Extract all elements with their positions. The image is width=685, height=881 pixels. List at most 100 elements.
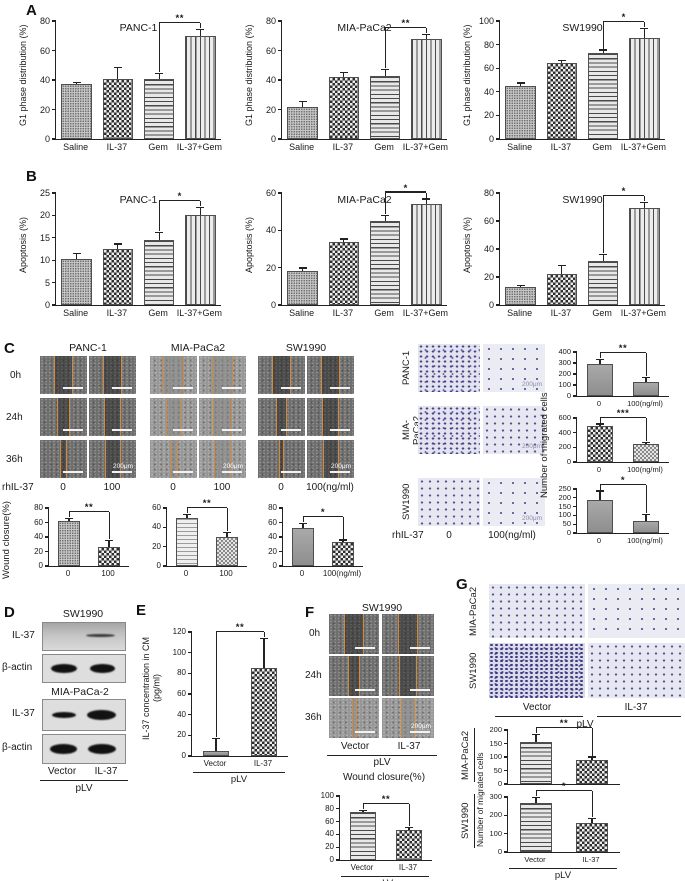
y-tick: [52, 49, 56, 52]
x-category-label: 100: [101, 569, 115, 578]
wound-gap: [344, 614, 364, 654]
g-mig-image-sw-il37: [588, 643, 685, 698]
y-tick-label: 80: [39, 16, 50, 26]
y-tick-label: 200: [558, 492, 571, 502]
x-category-label: 0: [596, 465, 602, 474]
error-bar: [643, 202, 645, 209]
blot-label-actin-sw: β-actin: [2, 662, 33, 673]
x-category-label: IL-37+Gem: [402, 308, 449, 318]
plot-area: **: [504, 718, 620, 785]
blot-band: [85, 634, 116, 637]
x-category-label: Gem: [148, 308, 168, 318]
wound-gap: [351, 698, 357, 738]
significance-label: **: [559, 718, 569, 730]
error-bar-cap: [596, 423, 604, 425]
y-tick: [278, 20, 282, 22]
wound-gap: [321, 398, 340, 436]
mig-image-sw-100: 200μm: [483, 478, 545, 526]
x-category-label: Gem: [592, 308, 612, 318]
error-bar-cap: [640, 201, 649, 203]
wound-gap: [166, 398, 181, 436]
f-wound-0h-vector: [329, 614, 379, 654]
y-tick: [279, 550, 283, 553]
y-tick: [496, 304, 500, 306]
error-bar-cap: [532, 734, 540, 736]
y-tick: [573, 384, 577, 386]
scale-bar: [112, 429, 132, 431]
blot-il37-miapaca2: [42, 699, 126, 731]
error-bar: [561, 61, 563, 64]
chart-g1-miapaca2: G1 phase distribution (%) MIA-PaCa2 ** 0 20 4…: [244, 8, 456, 173]
plot-area: PANC-1 **: [52, 13, 221, 140]
y-tick-label: 40: [325, 829, 334, 839]
bar-100(ng/ml): [633, 444, 659, 462]
sig-bracket: [385, 26, 427, 29]
y-tick-label: 40: [483, 244, 494, 254]
error-bar: [302, 268, 304, 272]
error-bar: [343, 73, 345, 78]
wound-gap: [54, 356, 73, 394]
error-bar: [342, 540, 344, 543]
plot-area: **: [45, 502, 129, 567]
x-category-label: 0: [65, 569, 71, 578]
error-bar-cap: [596, 358, 604, 360]
wound-gap: [214, 440, 231, 478]
y-tick: [573, 497, 577, 499]
panel-d: D SW1990 IL-37 β-actin MIA-PaCa-2 IL-37 …: [0, 602, 133, 881]
plot-area: MIA-PaCa2 **: [278, 18, 447, 140]
error-bar: [645, 378, 647, 382]
blot-label-actin-mia: β-actin: [2, 742, 33, 753]
y-tick-label: 100: [172, 647, 186, 657]
sig-bracket-drop: [385, 192, 387, 215]
significance-label: **: [175, 12, 184, 24]
g-chart-side-miapaca2: MIA-PaCa2: [460, 730, 471, 780]
plot-area: SW1990 *: [496, 12, 665, 140]
error-bar: [76, 254, 78, 259]
error-bar: [645, 515, 647, 521]
wound-image-sw-0h-100: [307, 356, 354, 394]
y-tick: [573, 373, 577, 375]
chart-title: PANC-1: [119, 194, 158, 206]
y-tick: [336, 833, 340, 835]
lane-underline: [495, 716, 583, 718]
y-tick-label: 400: [558, 427, 571, 437]
sig-bracket-drop: [363, 803, 365, 809]
blot-band: [51, 664, 78, 673]
y-tick-label: 40: [483, 86, 494, 97]
sig-bracket-drop: [646, 484, 648, 514]
y-tick-label: 60: [325, 816, 334, 826]
wound-gap: [56, 398, 71, 436]
y-tick: [504, 796, 508, 798]
error-bar-cap: [640, 28, 649, 30]
f-group-plv: pLV: [373, 757, 391, 768]
y-tick: [278, 79, 282, 81]
bar-Gem: [587, 260, 619, 305]
chart-f-wound-closure: ** 0 20 40 60 80 100 Vector IL-37 pLV: [315, 784, 441, 881]
y-tick: [573, 523, 577, 525]
plot-area: ***: [573, 408, 669, 463]
g-chart-side-sw1990: SW1990: [460, 802, 471, 840]
y-tick: [188, 672, 192, 674]
y-tick-label: 80: [268, 503, 277, 512]
bar-IL-37: [328, 242, 360, 305]
y-tick: [279, 565, 283, 567]
wound-gap: [400, 698, 416, 738]
x-category-label: IL-37: [106, 142, 128, 152]
y-tick: [573, 351, 577, 353]
x-underline: [341, 876, 429, 878]
y-axis-label: Apoptosis (%): [18, 216, 28, 273]
wound-image-sw-36h-0: [258, 440, 305, 478]
bar-IL-37+Gem: [411, 38, 442, 139]
y-tick-label: 40: [177, 709, 186, 719]
y-tick: [278, 108, 282, 111]
scale-bar: [355, 731, 375, 733]
migrated-cells-axis-label: Number of migrated cells: [539, 392, 550, 498]
scale-bar: [410, 731, 430, 733]
y-tick: [496, 276, 500, 278]
sig-bracket: [363, 802, 409, 804]
error-bar-cap: [557, 264, 566, 266]
chart-g1-sw1990: G1 phase distribution (%) SW1990 * 0 20 40 60 8…: [462, 8, 674, 173]
wound-gap: [213, 398, 232, 436]
wound-image-panc1-36h-100: 200μm: [89, 440, 136, 478]
y-tick: [279, 521, 283, 524]
